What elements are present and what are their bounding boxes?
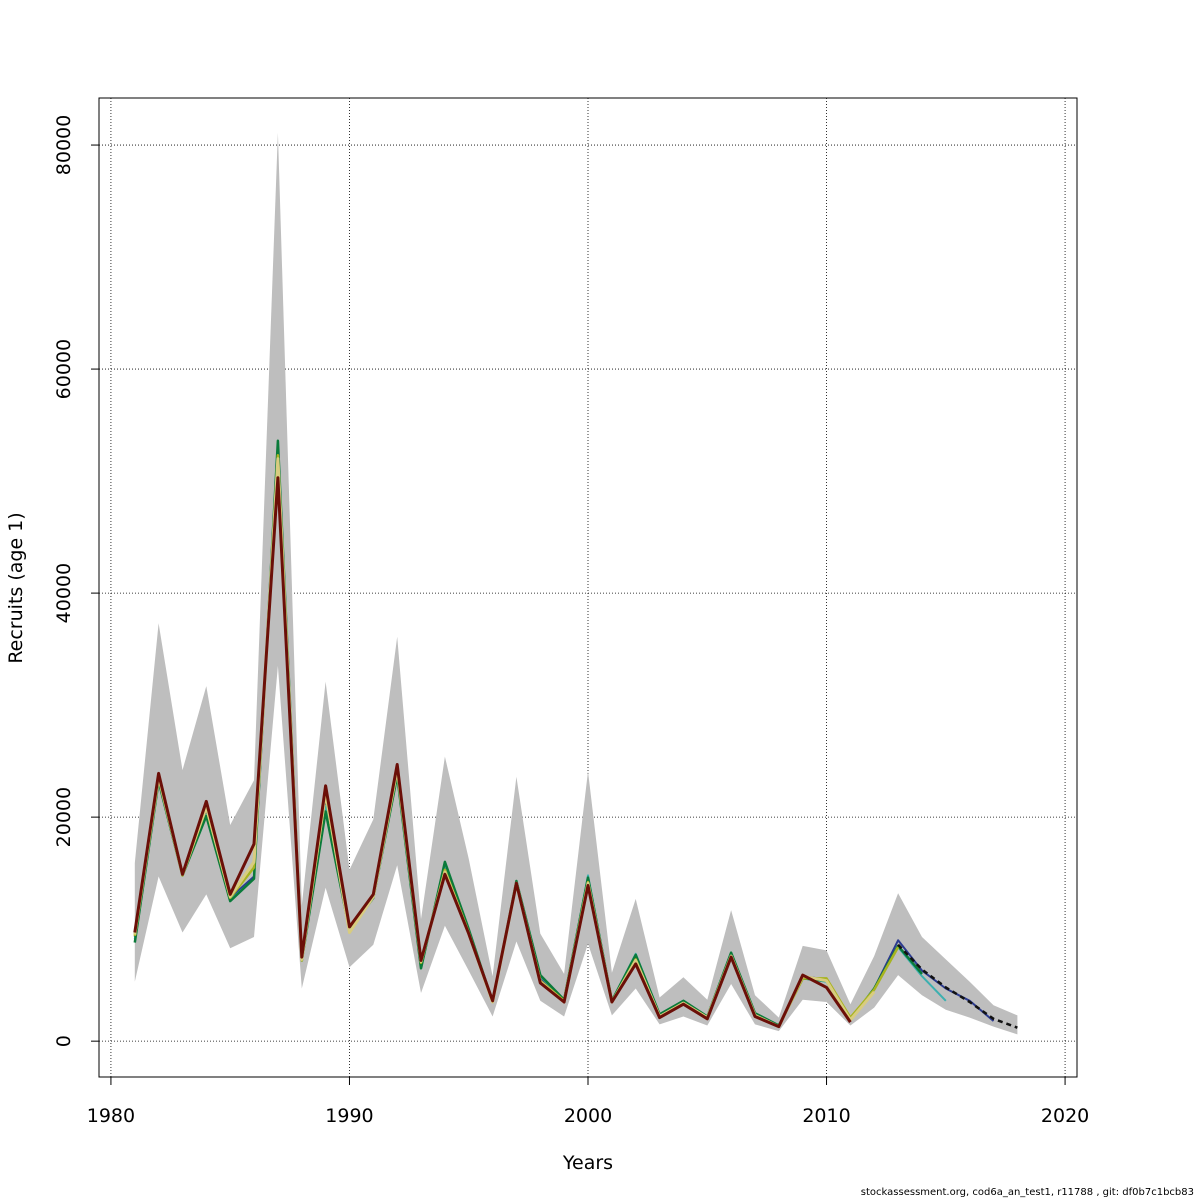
footer-note: stockassessment.org, cod6a_an_test1, r11…	[860, 1187, 1194, 1198]
series-line-6	[133, 476, 852, 1029]
y-tick-label: 80000	[53, 115, 75, 175]
y-tick-label: 60000	[53, 339, 75, 399]
x-tick-label: 2000	[564, 1105, 612, 1127]
series-line-7	[897, 943, 1018, 1029]
x-tick-label: 2020	[1041, 1105, 1089, 1127]
x-tick-label: 1990	[325, 1105, 373, 1127]
y-tick-label: 20000	[53, 787, 75, 847]
x-tick-label: 2010	[802, 1105, 850, 1127]
y-axis-title: Recruits (age 1)	[5, 512, 27, 663]
confidence-band	[134, 132, 1018, 1035]
y-axis: 0 20000 40000 60000 80000	[53, 115, 100, 1047]
x-axis-title: Years	[562, 1152, 613, 1174]
y-tick-label: 40000	[53, 563, 75, 623]
x-tick-label: 1980	[87, 1105, 135, 1127]
y-tick-label: 0	[53, 1035, 75, 1047]
x-axis: 1980 1990 2000 2010 2020	[87, 1076, 1089, 1127]
series-lines	[133, 439, 1018, 1029]
